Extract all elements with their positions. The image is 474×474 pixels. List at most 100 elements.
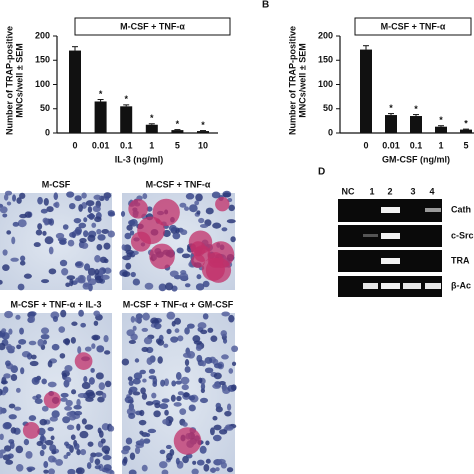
nucleus bbox=[215, 402, 222, 409]
nucleus bbox=[108, 425, 115, 432]
nucleus bbox=[1, 332, 10, 340]
nucleus bbox=[100, 438, 106, 444]
nucleus bbox=[204, 356, 213, 364]
nucleus bbox=[141, 346, 149, 353]
x-tick-label: 0.1 bbox=[120, 140, 133, 150]
nucleus bbox=[75, 467, 85, 474]
nucleus bbox=[128, 412, 136, 419]
nucleus bbox=[81, 192, 87, 199]
nucleus bbox=[226, 403, 232, 411]
nucleus bbox=[196, 459, 205, 466]
nucleus bbox=[79, 237, 87, 243]
nucleus bbox=[0, 433, 4, 441]
gel-band bbox=[381, 258, 400, 264]
nucleus bbox=[66, 275, 76, 281]
nucleus bbox=[33, 242, 41, 248]
nucleus bbox=[143, 438, 151, 444]
nucleus bbox=[69, 278, 74, 287]
nucleus bbox=[170, 336, 179, 343]
nucleus bbox=[37, 223, 43, 230]
nucleus bbox=[128, 469, 137, 474]
nucleus bbox=[53, 192, 59, 201]
nucleus bbox=[78, 204, 83, 212]
nucleus bbox=[157, 356, 163, 364]
bar bbox=[410, 116, 422, 133]
nucleus bbox=[155, 338, 162, 344]
nucleus bbox=[8, 328, 13, 335]
nucleus bbox=[12, 221, 20, 227]
nucleus bbox=[60, 392, 69, 398]
nucleus bbox=[142, 193, 148, 200]
nucleus bbox=[47, 427, 54, 432]
nucleus bbox=[6, 201, 12, 206]
nucleus bbox=[226, 219, 236, 224]
y-tick-label: 0 bbox=[328, 127, 333, 137]
gel-band bbox=[381, 233, 400, 239]
nucleus bbox=[165, 444, 172, 450]
bar bbox=[120, 106, 133, 133]
nucleus bbox=[129, 452, 136, 461]
x-axis-label: IL-3 (ng/ml) bbox=[115, 154, 164, 164]
nucleus bbox=[228, 368, 234, 374]
nucleus bbox=[132, 278, 141, 286]
nucleus bbox=[73, 443, 80, 450]
nucleus bbox=[120, 211, 126, 217]
nucleus bbox=[15, 387, 21, 393]
nucleus bbox=[191, 468, 199, 474]
nucleus bbox=[74, 226, 82, 235]
panel-label: D bbox=[318, 167, 325, 178]
nucleus bbox=[15, 445, 24, 454]
nucleus bbox=[194, 200, 200, 206]
nucleus bbox=[7, 453, 14, 459]
nucleus bbox=[34, 377, 39, 383]
nucleus bbox=[195, 283, 205, 291]
nucleus bbox=[185, 193, 195, 200]
nucleus bbox=[74, 195, 82, 202]
x-tick-label: 0.01 bbox=[382, 140, 400, 150]
nucleus bbox=[96, 345, 105, 353]
nucleus bbox=[49, 416, 58, 422]
nucleus bbox=[163, 343, 169, 348]
nucleus bbox=[82, 283, 91, 290]
nucleus bbox=[225, 425, 234, 431]
nucleus bbox=[230, 236, 236, 243]
nucleus bbox=[10, 257, 19, 262]
nucleus bbox=[121, 448, 129, 455]
nucleus bbox=[5, 459, 14, 465]
nucleus bbox=[143, 336, 153, 345]
nucleus bbox=[19, 260, 26, 266]
nucleus bbox=[19, 327, 24, 335]
nucleus bbox=[222, 338, 228, 344]
nucleus bbox=[166, 311, 176, 320]
nucleus bbox=[43, 198, 49, 206]
nucleus bbox=[196, 354, 203, 363]
nucleus bbox=[73, 404, 82, 410]
nucleus bbox=[12, 194, 17, 202]
nucleus bbox=[94, 216, 102, 223]
nucleus bbox=[84, 346, 92, 352]
nucleus bbox=[29, 360, 39, 367]
nucleus bbox=[195, 193, 203, 202]
nucleus bbox=[64, 405, 73, 411]
nucleus bbox=[210, 335, 218, 342]
nucleus bbox=[205, 440, 210, 446]
nucleus bbox=[164, 378, 170, 387]
nucleus bbox=[4, 310, 14, 319]
y-tick-label: 50 bbox=[40, 103, 50, 113]
osteoclast bbox=[190, 241, 206, 257]
nucleus bbox=[37, 196, 43, 205]
nucleus bbox=[152, 381, 158, 388]
nucleus bbox=[207, 327, 214, 333]
nucleus bbox=[101, 445, 111, 454]
gel: D NC 1 2 3 4 Cath c-Src TRA β-Ac bbox=[318, 167, 474, 297]
nucleus bbox=[71, 321, 78, 326]
nucleus bbox=[231, 384, 237, 391]
nucleus bbox=[205, 458, 211, 464]
y-tick-label: 150 bbox=[318, 55, 333, 65]
nucleus bbox=[93, 310, 101, 317]
significance: * bbox=[201, 120, 205, 130]
bar bbox=[94, 101, 107, 133]
nucleus bbox=[93, 194, 102, 200]
nucleus bbox=[199, 397, 209, 404]
gel-band bbox=[381, 207, 400, 213]
